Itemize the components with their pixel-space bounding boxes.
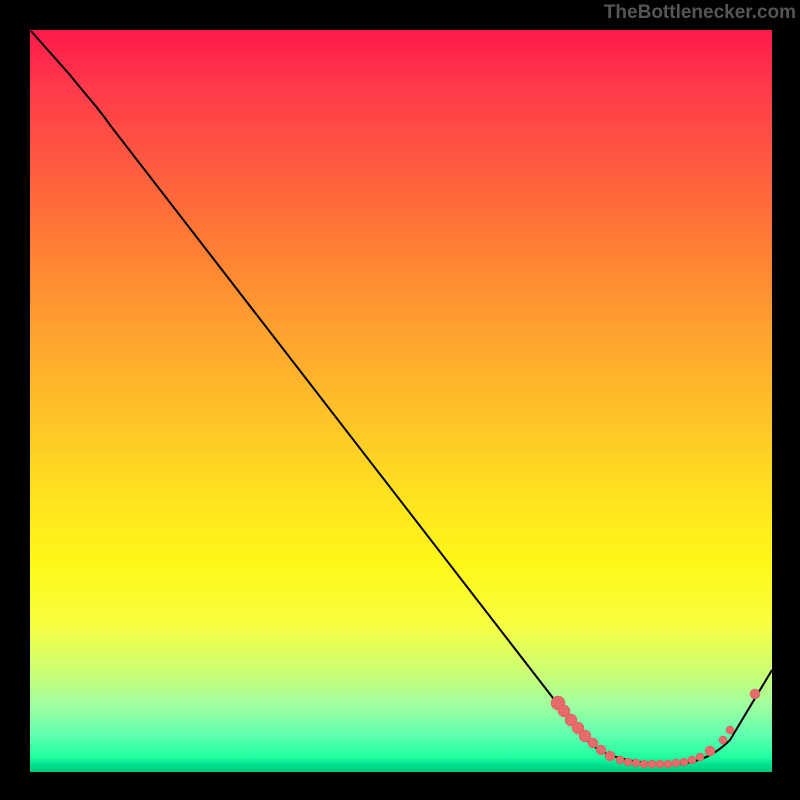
marker-point bbox=[750, 689, 760, 699]
marker-point bbox=[680, 758, 688, 766]
chart-plot-area bbox=[30, 30, 772, 772]
chart-svg bbox=[30, 30, 772, 772]
marker-point bbox=[688, 756, 696, 764]
marker-point bbox=[726, 726, 734, 734]
marker-point bbox=[640, 760, 648, 768]
marker-point bbox=[719, 736, 727, 744]
marker-point bbox=[672, 759, 680, 767]
marker-point bbox=[616, 756, 624, 764]
marker-point bbox=[696, 753, 704, 761]
marker-point bbox=[664, 760, 672, 768]
marker-point bbox=[632, 759, 640, 767]
marker-point bbox=[648, 760, 656, 768]
marker-point bbox=[605, 751, 615, 761]
watermark-text: TheBottlenecker.com bbox=[604, 2, 796, 24]
marker-group bbox=[551, 689, 760, 768]
marker-point bbox=[624, 758, 632, 766]
marker-point bbox=[656, 760, 664, 768]
bottleneck-curve bbox=[31, 31, 772, 764]
marker-point bbox=[588, 738, 598, 748]
marker-point bbox=[705, 746, 715, 756]
marker-point bbox=[596, 745, 606, 755]
